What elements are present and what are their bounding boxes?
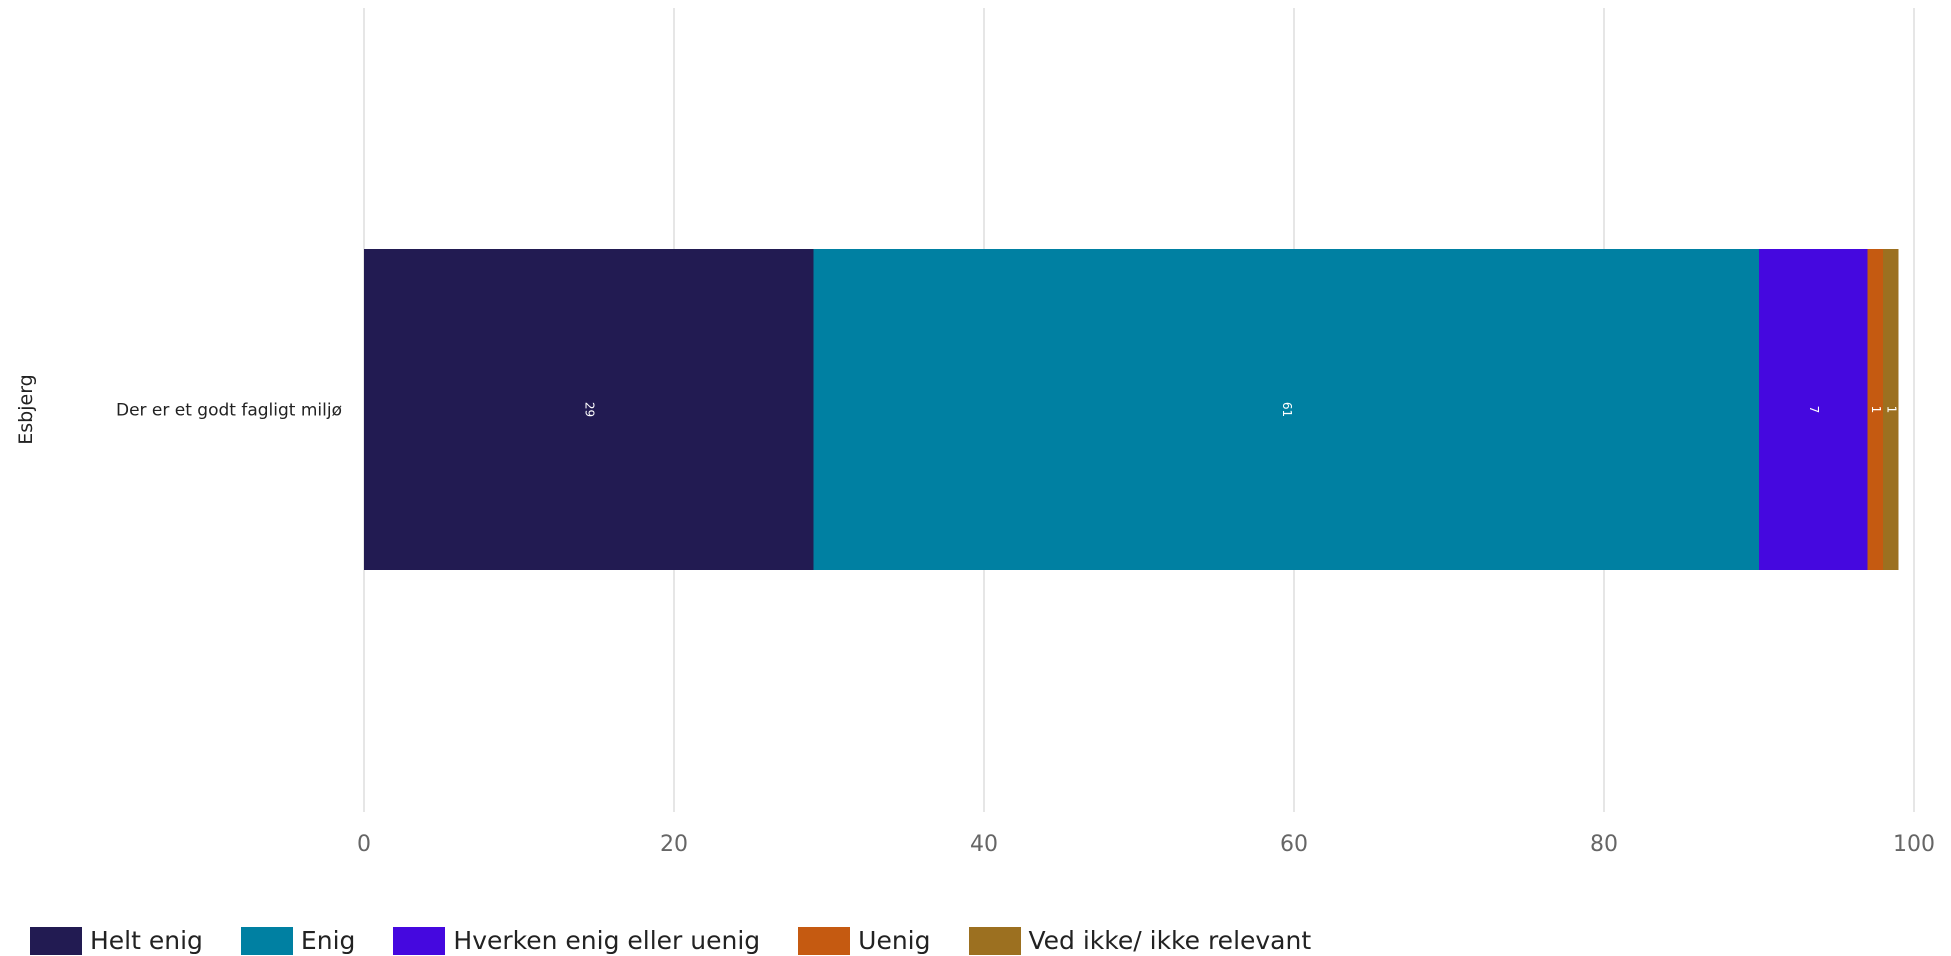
bar-segment xyxy=(1867,249,1883,570)
x-tick-label: 0 xyxy=(357,832,371,857)
legend-item: Helt enig xyxy=(30,926,203,955)
group-label: Esbjerg xyxy=(15,374,37,444)
stacked-bar-chart: 29 61 7 1 1 0 20 40 60 80 100 Esbjerg Der er et g… xyxy=(15,8,1935,857)
legend-swatch xyxy=(30,926,82,955)
x-tick-label: 100 xyxy=(1893,832,1935,857)
x-tick-label: 60 xyxy=(1280,832,1308,857)
legend-swatch xyxy=(798,926,851,955)
legend-item: Ved ikke/ ikke relevant xyxy=(968,926,1312,955)
data-label: 7 xyxy=(1807,406,1821,414)
data-label: 29 xyxy=(582,402,596,417)
legend-swatch xyxy=(240,926,293,955)
bar-segment xyxy=(1759,249,1868,570)
category-label: Der er et godt fagligt miljø xyxy=(116,401,342,421)
x-tick-label: 20 xyxy=(660,832,688,857)
bar-segment xyxy=(1883,249,1899,570)
x-tick-label: 80 xyxy=(1590,832,1618,857)
x-axis-ticks: 0 20 40 60 80 100 xyxy=(357,832,1935,857)
legend-label: Helt enig xyxy=(90,926,203,955)
legend-label: Hverken enig eller uenig xyxy=(453,926,761,955)
legend-item: Uenig xyxy=(798,926,931,955)
legend-item: Hverken enig eller uenig xyxy=(393,926,760,955)
legend-label: Ved ikke/ ikke relevant xyxy=(1028,926,1312,955)
legend-label: Uenig xyxy=(858,926,931,955)
legend: Helt enig Enig Hverken enig eller uenig Uen… xyxy=(30,926,1349,955)
legend-swatch xyxy=(968,926,1021,955)
legend-item: Enig xyxy=(240,926,356,955)
data-label: 1 xyxy=(1884,406,1898,414)
bar-segment xyxy=(813,249,1759,570)
legend-swatch xyxy=(393,926,446,955)
bar-segment xyxy=(364,249,814,570)
x-tick-label: 40 xyxy=(970,832,998,857)
legend-label: Enig xyxy=(300,926,356,955)
bar-segments: 29 61 7 1 1 xyxy=(364,249,1899,570)
data-label: 1 xyxy=(1869,406,1883,414)
data-label: 61 xyxy=(1280,402,1294,417)
